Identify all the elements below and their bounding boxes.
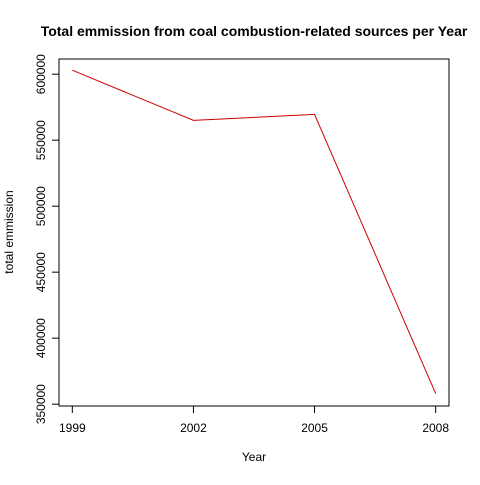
chart-title: Total emmission from coal combustion-rel… [41,23,468,39]
y-tick-label: 350000 [34,384,48,424]
x-tick-label: 1999 [59,421,86,435]
y-tick-label: 600000 [34,54,48,94]
series-layer [72,69,437,394]
x-tick-label: 2008 [422,421,449,435]
y-tick-label: 400000 [34,318,48,358]
x-tick-label: 2002 [180,421,207,435]
y-tick-label: 550000 [34,120,48,160]
x-tick-label: 2005 [301,421,328,435]
y-axis-label: total emmission [2,190,16,273]
x-axis: 1999 2002 2005 2008 [59,405,449,435]
y-tick-label: 500000 [34,186,48,226]
y-axis: 350000 400000 450000 500000 550000 600000 [34,54,60,424]
y-tick-label: 450000 [34,252,48,292]
x-axis-label: Year [242,450,266,464]
series-line [72,69,437,394]
